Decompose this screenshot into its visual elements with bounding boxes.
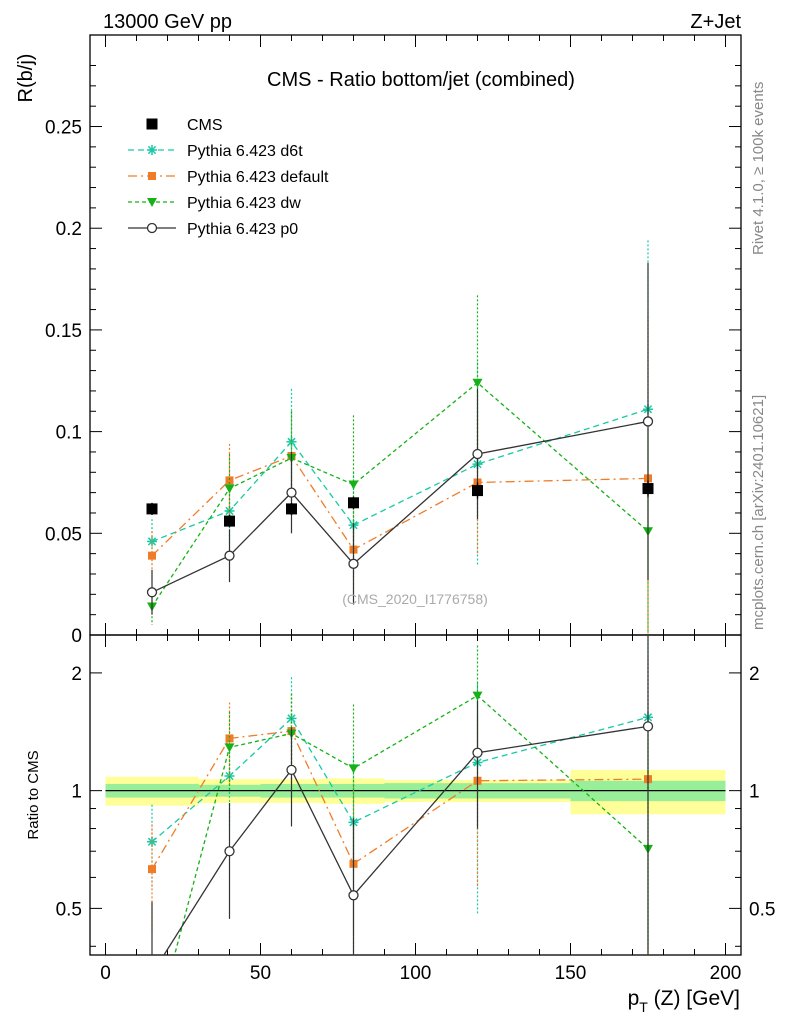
point-dw — [472, 378, 483, 388]
legend-item-d6t: Pythia 6.423 d6t — [128, 143, 303, 160]
cms-data-points — [146, 480, 654, 528]
series-default — [148, 315, 652, 635]
ratio-panel: 0 50 100 150 200 0.5 0.5 1 1 2 2 Ratio to CMS pT (… — [25, 634, 775, 1015]
legend-marker-dw — [147, 198, 157, 207]
y-axis-label: R(b/j) — [15, 54, 37, 103]
x-axis-label-sub: T — [639, 999, 648, 1015]
series-line-p0 — [151, 420, 649, 593]
ratio-y-tick-label: 2 — [71, 664, 82, 685]
x-tick-label: 0 — [100, 963, 111, 984]
ratio-panel-series — [147, 635, 654, 955]
legend-item-cms: CMS — [146, 117, 223, 134]
legend-marker-cms — [146, 118, 158, 130]
point-dw — [472, 691, 483, 701]
point-p0 — [146, 587, 158, 598]
point-default — [225, 734, 234, 743]
point-p0 — [642, 721, 654, 732]
legend-label-d6t: Pythia 6.423 d6t — [187, 143, 303, 160]
point-p0 — [348, 890, 359, 901]
legend-label-default: Pythia 6.423 default — [187, 169, 329, 186]
x-tick-label: 100 — [400, 963, 432, 984]
cms-point — [472, 485, 483, 497]
ratio-panel-axes: 0 50 100 150 200 0.5 0.5 1 1 2 2 — [56, 634, 775, 984]
point-p0 — [286, 764, 297, 776]
legend: CMS Pythia 6.423 d6t Pythia 6.423 default P… — [128, 117, 329, 238]
series-line-dw — [173, 694, 649, 955]
point-p0 — [348, 558, 359, 569]
analysis-id-watermark: (CMS_2020_I1776758) — [342, 591, 488, 607]
ratio-y-tick-label-right: 1 — [749, 782, 760, 803]
point-dw — [348, 764, 359, 774]
ratio-y-tick-label: 1 — [71, 782, 82, 803]
x-axis-label: pT (Z) [GeV] — [628, 987, 740, 1015]
legend-label-cms: CMS — [187, 117, 223, 134]
point-p0 — [286, 487, 297, 498]
series-p0 — [151, 635, 654, 955]
ratio-uncertainty-bands — [105, 769, 726, 815]
y-tick-label: 0.2 — [56, 219, 82, 240]
ratio-y-tick-label-right: 2 — [749, 664, 760, 685]
ratio-y-tick-label-right: 0.5 — [749, 899, 775, 920]
rivet-version-label: Rivet 4.1.0, ≥ 100k events — [750, 82, 767, 255]
process-label: Z+Jet — [690, 11, 741, 33]
x-tick-label: 50 — [250, 963, 271, 984]
cms-point — [348, 497, 359, 509]
chart-title: CMS - Ratio bottom/jet (combined) — [267, 69, 575, 91]
series-line-default — [151, 730, 649, 870]
y-tick-label: 0.25 — [45, 118, 82, 139]
point-default — [148, 865, 156, 874]
point-p0 — [224, 550, 235, 561]
point-default — [225, 476, 234, 485]
point-dw — [348, 480, 359, 490]
x-axis-label-main: p — [628, 987, 640, 1010]
series-p0 — [146, 262, 654, 615]
y-tick-label: 0 — [71, 626, 82, 647]
point-default — [148, 551, 156, 560]
legend-marker-p0 — [146, 222, 158, 234]
series-line-dw — [151, 381, 649, 607]
legend-item-p0: Pythia 6.423 p0 — [128, 221, 298, 238]
energy-label: 13000 GeV pp — [103, 11, 232, 33]
legend-label-p0: Pythia 6.423 p0 — [187, 221, 298, 238]
legend-label-dw: Pythia 6.423 dw — [187, 195, 301, 212]
legend-marker-d6t — [147, 145, 157, 155]
x-axis-label-rest: (Z) [GeV] — [648, 987, 740, 1010]
main-panel: 0 0.05 0.1 0.15 0.2 0.25 CMS - Ratio bottom/j… — [15, 34, 742, 647]
mcplots-label: mcplots.cern.ch [arXiv:2401.10621] — [750, 395, 767, 630]
ratio-y-axis-label: Ratio to CMS — [25, 750, 42, 839]
point-p0 — [472, 448, 483, 460]
point-p0 — [224, 846, 235, 857]
cms-point — [286, 503, 297, 515]
series-d6t — [147, 240, 653, 579]
x-tick-label: 200 — [710, 963, 742, 984]
point-dw — [224, 484, 235, 494]
cms-point — [642, 483, 654, 495]
point-p0 — [642, 416, 654, 427]
point-p0 — [472, 747, 483, 758]
series-line-default — [151, 455, 649, 557]
cms-point — [224, 515, 235, 527]
series-line-p0 — [163, 725, 649, 955]
main-panel-series — [146, 240, 654, 635]
series-line-d6t — [151, 716, 649, 843]
y-tick-label: 0.1 — [56, 423, 82, 444]
point-dw — [224, 743, 235, 753]
point-d6t — [286, 436, 297, 447]
legend-item-dw: Pythia 6.423 dw — [128, 195, 301, 212]
legend-item-default: Pythia 6.423 default — [128, 169, 329, 186]
y-tick-label: 0.05 — [45, 524, 82, 545]
series-dw — [147, 295, 653, 633]
ratio-y-tick-label: 0.5 — [56, 899, 82, 920]
y-tick-label: 0.15 — [45, 321, 82, 342]
legend-marker-default — [148, 172, 156, 180]
x-tick-label: 150 — [555, 963, 587, 984]
cms-point — [146, 503, 158, 515]
